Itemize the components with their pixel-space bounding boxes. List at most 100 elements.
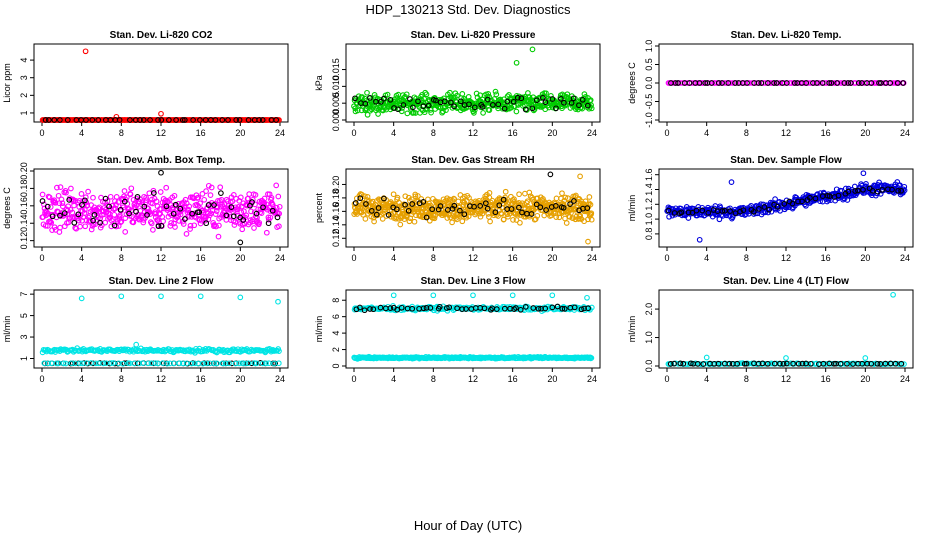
- y-tick-label: -1.0: [644, 112, 654, 128]
- data-point: [519, 209, 525, 216]
- x-tick-label: 24: [900, 128, 910, 138]
- x-tick-label: 20: [235, 128, 245, 138]
- data-point: [263, 360, 269, 367]
- y-tick-label: 0.14: [331, 216, 341, 234]
- y-tick-label: 0.0: [644, 360, 654, 373]
- data-point: [155, 117, 161, 123]
- data-point: [459, 306, 465, 312]
- data-point: [90, 217, 96, 224]
- data-point: [237, 194, 244, 201]
- x-tick-label: 0: [39, 128, 44, 138]
- data-point: [203, 188, 209, 194]
- y-axis-label: ml/min: [627, 316, 637, 343]
- data-point: [128, 185, 135, 192]
- data-point: [90, 194, 96, 201]
- x-tick-label: 16: [196, 128, 206, 138]
- data-point: [127, 191, 134, 198]
- data-point: [75, 217, 82, 224]
- outlier-point: [783, 355, 789, 361]
- y-tick-label: 2: [331, 347, 341, 352]
- data-point: [45, 360, 52, 367]
- data-point: [76, 197, 83, 204]
- x-tick-label: 0: [664, 253, 669, 263]
- data-point: [63, 189, 69, 196]
- data-point: [55, 192, 62, 199]
- y-axis-label: Licor ppm: [2, 63, 12, 103]
- data-point: [431, 215, 438, 222]
- data-point: [443, 305, 450, 311]
- x-tick-label: 4: [704, 374, 709, 384]
- x-tick-label: 20: [860, 253, 870, 263]
- panel-9: Stan. Dev. Line 4 (LT) Flow 0 4 8 12 16 20 24 0.…: [627, 276, 914, 384]
- data-point: [423, 91, 430, 98]
- x-tick-label: 24: [275, 128, 285, 138]
- data-point: [130, 219, 137, 226]
- data-point: [51, 224, 58, 231]
- panel-4: Stan. Dev. Amb. Box Temp. 0 4 8 12 16 20 24 0.12…: [2, 155, 289, 263]
- data-point: [367, 306, 373, 312]
- data-point: [352, 200, 359, 206]
- data-point: [898, 360, 905, 367]
- data-point: [882, 360, 889, 367]
- y-tick-label: 1.0: [644, 40, 654, 53]
- data-point: [188, 360, 195, 367]
- series-samples: [39, 293, 282, 356]
- outlier-point: [577, 173, 583, 180]
- data-point: [126, 210, 132, 217]
- data-point: [243, 212, 250, 219]
- data-point: [787, 360, 794, 367]
- data-point: [777, 80, 784, 86]
- data-point: [157, 189, 164, 195]
- data-point: [758, 80, 765, 86]
- data-point: [486, 214, 492, 220]
- data-point: [492, 209, 499, 216]
- data-point: [685, 209, 692, 216]
- data-point: [197, 220, 204, 227]
- data-point: [761, 204, 768, 210]
- data-point: [111, 222, 118, 229]
- data-point: [276, 117, 282, 123]
- data-point: [97, 219, 103, 226]
- data-point: [588, 216, 595, 223]
- data-point: [164, 360, 171, 367]
- outlier-point: [585, 238, 591, 245]
- data-point: [147, 117, 153, 123]
- data-point: [781, 80, 788, 86]
- data-point: [861, 80, 868, 86]
- data-point: [501, 105, 508, 112]
- data-point: [815, 80, 822, 86]
- y-tick-label: 0.12: [19, 232, 29, 250]
- outlier-point: [430, 292, 437, 299]
- data-point: [683, 204, 690, 210]
- data-point: [226, 213, 233, 220]
- data-point: [889, 186, 895, 193]
- data-point: [586, 194, 593, 200]
- data-point: [41, 360, 48, 367]
- data-point: [276, 223, 282, 230]
- data-point: [573, 192, 579, 199]
- data-point: [872, 80, 879, 86]
- data-point: [71, 219, 78, 226]
- y-tick-label: 3: [19, 75, 29, 80]
- data-point: [42, 222, 49, 229]
- data-point: [276, 203, 283, 210]
- data-point: [211, 202, 217, 208]
- data-point: [112, 205, 119, 212]
- outlier-point: [113, 113, 120, 120]
- y-tick-label: 5: [19, 313, 29, 318]
- data-point: [801, 80, 808, 86]
- data-point: [488, 306, 494, 313]
- data-point: [686, 80, 693, 86]
- x-tick-label: 16: [508, 253, 518, 263]
- data-point: [185, 206, 192, 213]
- data-point: [170, 207, 176, 213]
- data-point: [254, 214, 260, 221]
- data-point: [481, 305, 488, 312]
- data-point: [222, 360, 229, 367]
- data-point: [831, 80, 838, 86]
- data-point: [682, 361, 689, 367]
- data-point: [750, 208, 757, 215]
- data-point: [553, 195, 560, 202]
- x-tick-label: 0: [351, 374, 356, 384]
